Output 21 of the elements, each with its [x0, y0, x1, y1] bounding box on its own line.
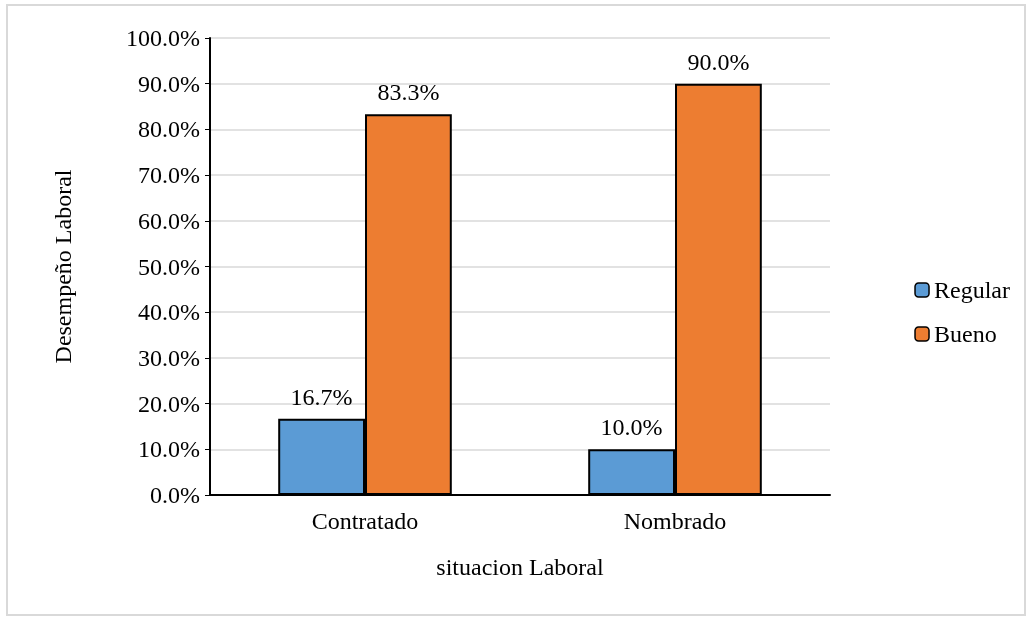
data-label: 10.0%	[600, 414, 663, 441]
y-tick-label: 60.0%	[138, 207, 200, 234]
x-tick-label: Contratado	[311, 508, 419, 534]
y-tick-label: 90.0%	[138, 70, 200, 97]
legend-label: Bueno	[934, 321, 997, 347]
legend-label: Regular	[934, 277, 1011, 303]
data-label: 16.7%	[290, 383, 353, 410]
y-tick-label: 40.0%	[138, 299, 200, 326]
y-tick-label: 30.0%	[138, 344, 200, 371]
data-label: 90.0%	[687, 48, 750, 75]
y-tick-label: 50.0%	[138, 253, 200, 280]
y-tick-label: 10.0%	[138, 436, 200, 463]
y-tick-label: 0.0%	[150, 482, 200, 508]
y-tick-label: 20.0%	[138, 390, 200, 417]
data-label: 83.3%	[377, 79, 440, 106]
y-tick-label: 100.0%	[126, 25, 200, 51]
x-tick-label: Nombrado	[623, 508, 727, 534]
y-tick-label: 70.0%	[138, 162, 200, 189]
y-tick-label: 80.0%	[138, 116, 200, 143]
y-axis-title: Desempeño Laboral	[50, 169, 76, 364]
x-axis-title: situacion Laboral	[436, 554, 604, 580]
